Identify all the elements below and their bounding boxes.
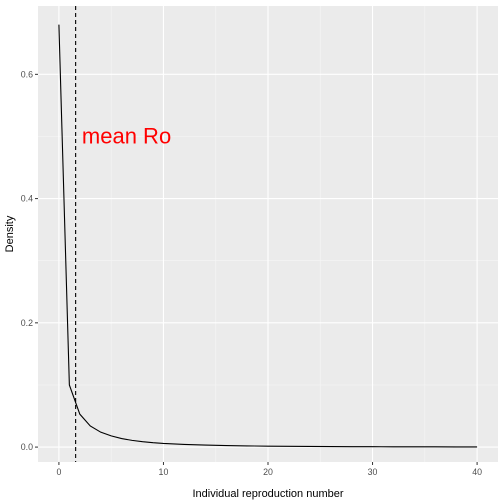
x-tick-label: 20 [263,467,273,477]
data-point [184,444,185,445]
data-point [152,442,153,443]
data-point [79,414,80,415]
x-tick-label: 30 [368,467,378,477]
data-point [58,24,59,25]
mean-ro-annotation: mean Ro [82,123,171,148]
data-point [121,438,122,439]
data-point [414,446,415,447]
data-point [267,446,268,447]
y-tick-label: 0.4 [21,194,33,204]
data-point [476,446,477,447]
y-axis: 0.0 0.2 0.4 0.6 [21,69,38,452]
density-curve [58,24,478,448]
data-point [100,432,101,433]
data-point [330,446,331,447]
data-point [111,435,112,436]
data-point [90,425,91,426]
data-point [205,445,206,446]
y-tick-label: 0.0 [21,442,33,452]
x-axis-title: Individual reproduction number [192,488,343,500]
data-point [309,446,310,447]
data-point [351,446,352,447]
x-tick-label: 10 [159,467,169,477]
y-tick-label: 0.6 [21,69,33,79]
data-point [163,443,164,444]
data-point [288,446,289,447]
data-point [456,446,457,447]
y-axis-title: Density [4,215,16,252]
data-point [131,440,132,441]
x-axis: 0 10 20 30 40 [56,462,482,477]
data-point [372,446,373,447]
data-point [142,441,143,442]
grid-major [38,6,498,462]
data-point [393,446,394,447]
data-point [226,445,227,446]
data-point [246,445,247,446]
x-tick-label: 0 [56,467,61,477]
data-point [69,384,70,385]
x-tick-label: 40 [472,467,482,477]
y-tick-label: 0.2 [21,318,33,328]
data-point [435,446,436,447]
